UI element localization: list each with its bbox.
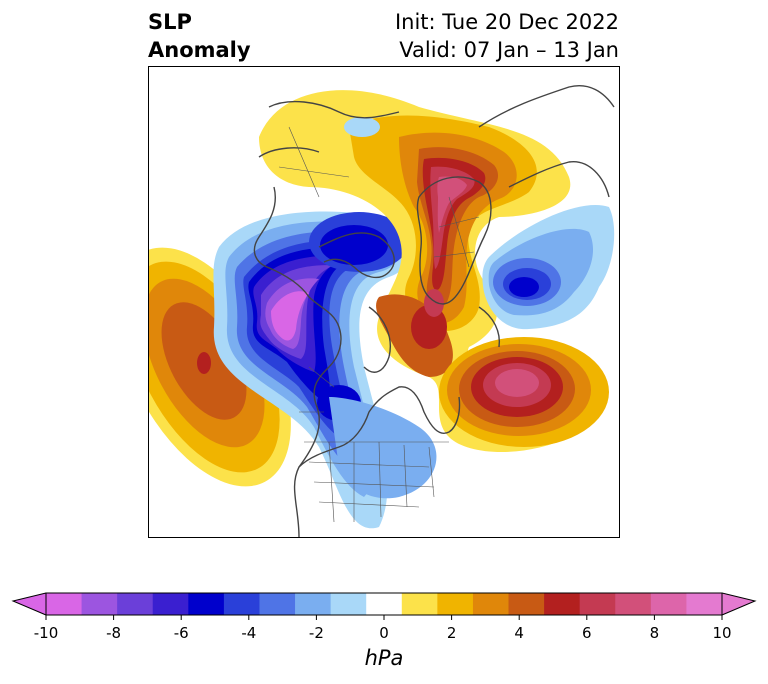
colorbar-segment — [437, 593, 474, 615]
eastern-us-negative-anomaly — [329, 397, 437, 499]
colorbar-segment — [544, 593, 581, 615]
colorbar-tick-label: 4 — [514, 624, 524, 642]
colorbar-segment — [330, 593, 367, 615]
chart-title-right: Init: Tue 20 Dec 2022 Valid: 07 Jan – 13… — [395, 8, 619, 64]
hudson-bay-low-anomaly — [309, 212, 409, 272]
colorbar-segment — [295, 593, 332, 615]
colorbar-tick-label: -4 — [241, 624, 257, 642]
colorbar-segment — [650, 593, 687, 615]
atlantic-high-anomaly — [439, 337, 609, 447]
colorbar-segment — [366, 593, 403, 615]
colorbar-segment — [472, 593, 510, 615]
colorbar-segment — [152, 593, 189, 615]
colorbar-tick-label: -8 — [106, 624, 122, 642]
colorbar-segment — [686, 593, 723, 615]
colorbar-segment — [223, 593, 260, 615]
colorbar-segment — [579, 593, 616, 615]
colorbar — [11, 592, 757, 620]
colorbar-tick-label: 2 — [446, 624, 457, 642]
colorbar-segment — [401, 593, 438, 615]
colorbar-segment — [46, 593, 83, 615]
colorbar-units: hPa — [364, 646, 404, 670]
title-init-date: Init: Tue 20 Dec 2022 — [394, 10, 619, 34]
anomaly-map — [149, 67, 619, 537]
colorbar-ticks — [45, 615, 723, 620]
colorbar-tick-label: 8 — [649, 624, 660, 642]
colorbar-segment — [81, 593, 118, 615]
colorbar-under-arrow — [13, 593, 46, 615]
colorbar-tick-label: 6 — [582, 624, 592, 642]
title-slp: SLP — [148, 10, 192, 34]
map-panel — [148, 66, 620, 538]
colorbar-segment — [508, 593, 545, 615]
colorbar-segment — [117, 593, 154, 615]
title-anomaly: Anomaly — [148, 38, 251, 62]
title-valid-range: Valid: 07 Jan – 13 Jan — [399, 38, 619, 62]
chart-title-left: SLP Anomaly — [148, 8, 251, 64]
colorbar-segments — [46, 593, 723, 615]
colorbar-tick-label: -2 — [308, 624, 324, 642]
colorbar-segment — [188, 593, 225, 615]
europe-low-anomaly — [482, 205, 615, 330]
arctic-negative-patch — [344, 117, 380, 137]
colorbar-segment — [615, 593, 652, 615]
coastlines — [253, 85, 615, 537]
colorbar-tick-label: -10 — [33, 624, 59, 642]
colorbar-tick-label: -6 — [173, 624, 189, 642]
colorbar-over-arrow — [722, 593, 755, 615]
colorbar-segment — [259, 593, 296, 615]
colorbar-tick-label: 10 — [712, 624, 732, 642]
political-boundaries — [278, 126, 480, 523]
colorbar-tick-label: 0 — [379, 624, 389, 642]
